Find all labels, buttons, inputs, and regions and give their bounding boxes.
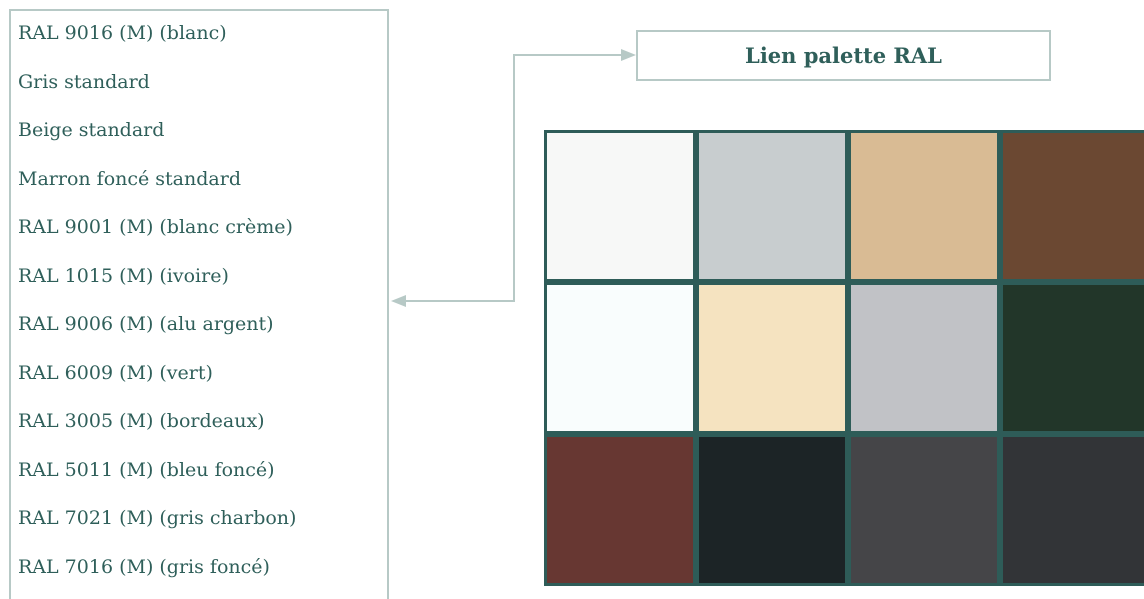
color-swatch xyxy=(544,130,696,282)
color-list-item: RAL 9001 (M) (blanc crème) xyxy=(18,216,293,238)
color-list-item: RAL 7016 (M) (gris foncé) xyxy=(18,556,270,578)
color-list-item: RAL 5011 (M) (bleu foncé) xyxy=(18,459,275,481)
color-list-item: RAL 7021 (M) (gris charbon) xyxy=(18,507,297,529)
color-list-item: RAL 9016 (M) (blanc) xyxy=(18,22,227,44)
color-swatch xyxy=(848,130,1000,282)
color-swatch xyxy=(696,130,848,282)
color-swatch xyxy=(848,282,1000,434)
palette-link-button[interactable]: Lien palette RAL xyxy=(636,30,1051,81)
color-swatch xyxy=(696,282,848,434)
color-swatch xyxy=(544,282,696,434)
arrowhead-right-icon xyxy=(621,49,636,61)
color-swatch xyxy=(848,434,1000,586)
swatch-grid xyxy=(544,130,1144,586)
color-swatch xyxy=(1000,130,1144,282)
color-list-item: RAL 1015 (M) (ivoire) xyxy=(18,265,229,287)
color-list-item: Beige standard xyxy=(18,119,165,141)
color-swatch xyxy=(544,434,696,586)
color-list-item: Gris standard xyxy=(18,71,150,93)
color-list-item: RAL 9006 (M) (alu argent) xyxy=(18,313,274,335)
color-list-item: RAL 3005 (M) (bordeaux) xyxy=(18,410,265,432)
color-swatch xyxy=(1000,282,1144,434)
color-list-item: Marron foncé standard xyxy=(18,168,241,190)
color-list: RAL 9016 (M) (blanc) Gris standard Beige… xyxy=(9,9,389,599)
color-swatch xyxy=(696,434,848,586)
color-list-item: RAL 6009 (M) (vert) xyxy=(18,362,213,384)
arrowhead-left-icon xyxy=(391,295,406,307)
color-swatch xyxy=(1000,434,1144,586)
